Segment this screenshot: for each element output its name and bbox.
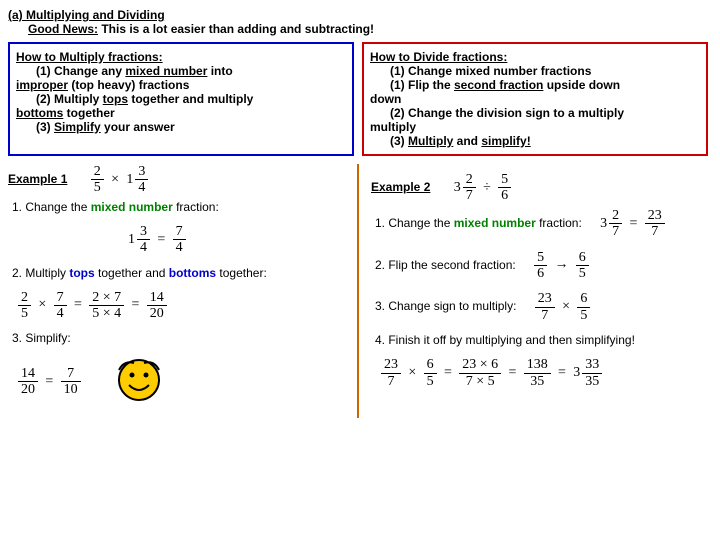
div-step-1: (1) Change mixed number fractions bbox=[390, 64, 700, 78]
div-step-3: (2) Change the division sign to a multip… bbox=[390, 106, 700, 120]
example-2-title: Example 2 bbox=[371, 180, 430, 194]
ex2-step4: 4. Finish it off by multiplying and then… bbox=[375, 333, 712, 347]
div-step-4: (3) Multiply and simplify! bbox=[390, 134, 700, 148]
divide-box: How to Divide fractions: (1) Change mixe… bbox=[362, 42, 708, 156]
ex1-step2: 2. Multiply tops together and bottoms to… bbox=[12, 266, 349, 280]
mul-step-1: (1) Change any mixed number into bbox=[36, 64, 346, 78]
div-step-3b: multiply bbox=[370, 120, 700, 134]
example-2-column: Example 2 327 ÷ 56 1. Change the mixed n… bbox=[359, 164, 712, 418]
subtitle: Good News: This is a lot easier than add… bbox=[28, 22, 712, 36]
mul-step-2: (2) Multiply tops together and multiply bbox=[36, 92, 346, 106]
mul-step-3: (3) Simplify your answer bbox=[36, 120, 346, 134]
ex1-eq2: 25 × 74 = 2 × 75 × 4 = 1420 bbox=[18, 290, 349, 322]
example-1-column: Example 1 25 × 134 1. Change the mixed n… bbox=[8, 164, 359, 418]
title-text: (a) Multiplying and Dividing bbox=[8, 8, 165, 22]
ex2-given: 327 ÷ 56 bbox=[454, 180, 511, 194]
ex1-eq3: 1420 = 710 bbox=[18, 355, 349, 408]
div-step-2: (1) Flip the second fraction upside down bbox=[390, 78, 700, 92]
ex2-eq4: 237 × 65 = 23 × 67 × 5 = 13835 = 33335 bbox=[381, 357, 712, 389]
ex1-eq1: 134 = 74 bbox=[128, 224, 349, 256]
mul-step-1b: improper (top heavy) fractions bbox=[16, 78, 346, 92]
section-title: (a) Multiplying and Dividing bbox=[8, 8, 712, 22]
instruction-boxes: How to Multiply fractions: (1) Change an… bbox=[8, 42, 712, 156]
ex2-step1: 1. Change the mixed number fraction: 327… bbox=[375, 208, 712, 240]
ex2-step2: 2. Flip the second fraction: 56 → 65 bbox=[375, 250, 712, 282]
ex2-step3: 3. Change sign to multiply: 237 × 65 bbox=[375, 291, 712, 323]
ex1-given: 25 × 134 bbox=[91, 172, 149, 186]
div-step-2b: down bbox=[370, 92, 700, 106]
examples-row: Example 1 25 × 134 1. Change the mixed n… bbox=[8, 164, 712, 418]
smiley-icon bbox=[114, 355, 164, 405]
multiply-heading: How to Multiply fractions: bbox=[16, 50, 346, 64]
divide-heading: How to Divide fractions: bbox=[370, 50, 700, 64]
example-1-title: Example 1 bbox=[8, 172, 67, 186]
mul-step-2b: bottoms together bbox=[16, 106, 346, 120]
good-news-label: Good News: bbox=[28, 22, 98, 36]
subtitle-rest: This is a lot easier than adding and sub… bbox=[98, 22, 374, 36]
multiply-box: How to Multiply fractions: (1) Change an… bbox=[8, 42, 354, 156]
ex1-step1: 1. Change the mixed number fraction: bbox=[12, 200, 349, 214]
ex1-step3: 3. Simplify: bbox=[12, 331, 349, 345]
